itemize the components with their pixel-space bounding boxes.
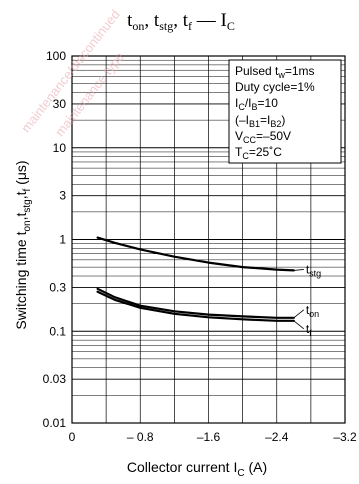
condition-pulsed: Pulsed tw=1ms bbox=[235, 64, 315, 80]
y-axis-title: Switching time ton,tstg,tf (μs) bbox=[13, 160, 33, 329]
series-label-t-f: tf bbox=[306, 322, 312, 338]
series-label-t-on: ton bbox=[306, 303, 319, 319]
y-tick-label: 10 bbox=[53, 141, 67, 155]
svg-text:Switching time ton,tstg,tf: Switching time ton,tstg,tf (μs) bbox=[13, 160, 33, 329]
x-tick-label: – 0.8 bbox=[127, 430, 154, 444]
x-tick-label: –1.6 bbox=[197, 430, 221, 444]
grid bbox=[72, 56, 345, 424]
series-line-t-stg bbox=[96, 236, 295, 272]
series-line-t-f bbox=[96, 290, 295, 322]
conditions-box: Pulsed tw=1ms Duty cycle=1% IC/IB=10 (–I… bbox=[228, 59, 342, 164]
y-tick-label: 0.1 bbox=[49, 324, 66, 338]
y-tick-label: 1 bbox=[59, 233, 66, 247]
series-line-t-on bbox=[96, 287, 295, 319]
condition-tc: TC=25˚C bbox=[235, 145, 282, 161]
y-tick-label: 3 bbox=[59, 189, 66, 203]
chart-title: ton, tstg, tf — IC bbox=[127, 10, 235, 33]
condition-duty: Duty cycle=1% bbox=[235, 80, 315, 94]
y-tick-label: 100 bbox=[46, 49, 66, 63]
series-label-leader bbox=[293, 320, 305, 330]
y-tick-label: 0.01 bbox=[43, 416, 67, 430]
x-axis-title: Collector current IC (A) bbox=[127, 459, 267, 479]
x-tick-labels: 0 – 0.8 –1.6 –2.4 –3.2 bbox=[69, 430, 357, 444]
plot-frame bbox=[71, 55, 346, 424]
svg-text:ton, tstg, tf — IC: ton, tstg, tf — IC bbox=[127, 10, 235, 33]
series-lines bbox=[96, 236, 295, 322]
x-tick-label: 0 bbox=[69, 430, 76, 444]
series-label-leader bbox=[293, 309, 305, 319]
y-tick-label: 0.3 bbox=[49, 280, 66, 294]
y-tick-label: 0.03 bbox=[43, 372, 67, 386]
x-tick-label: –3.2 bbox=[333, 430, 357, 444]
condition-ratio: IC/IB=10 bbox=[235, 96, 278, 112]
series-labels: tstg ton tf bbox=[293, 262, 321, 338]
series-label-leader bbox=[293, 269, 304, 271]
svg-text:Collector current IC (A): Collector current IC (A) bbox=[127, 459, 267, 479]
x-tick-label: –2.4 bbox=[265, 430, 289, 444]
y-tick-labels: 100 30 10 3 1 0.3 0.1 0.03 0.01 bbox=[43, 49, 67, 430]
series-label-t-stg: tstg bbox=[306, 262, 321, 278]
y-tick-label: 30 bbox=[53, 97, 67, 111]
